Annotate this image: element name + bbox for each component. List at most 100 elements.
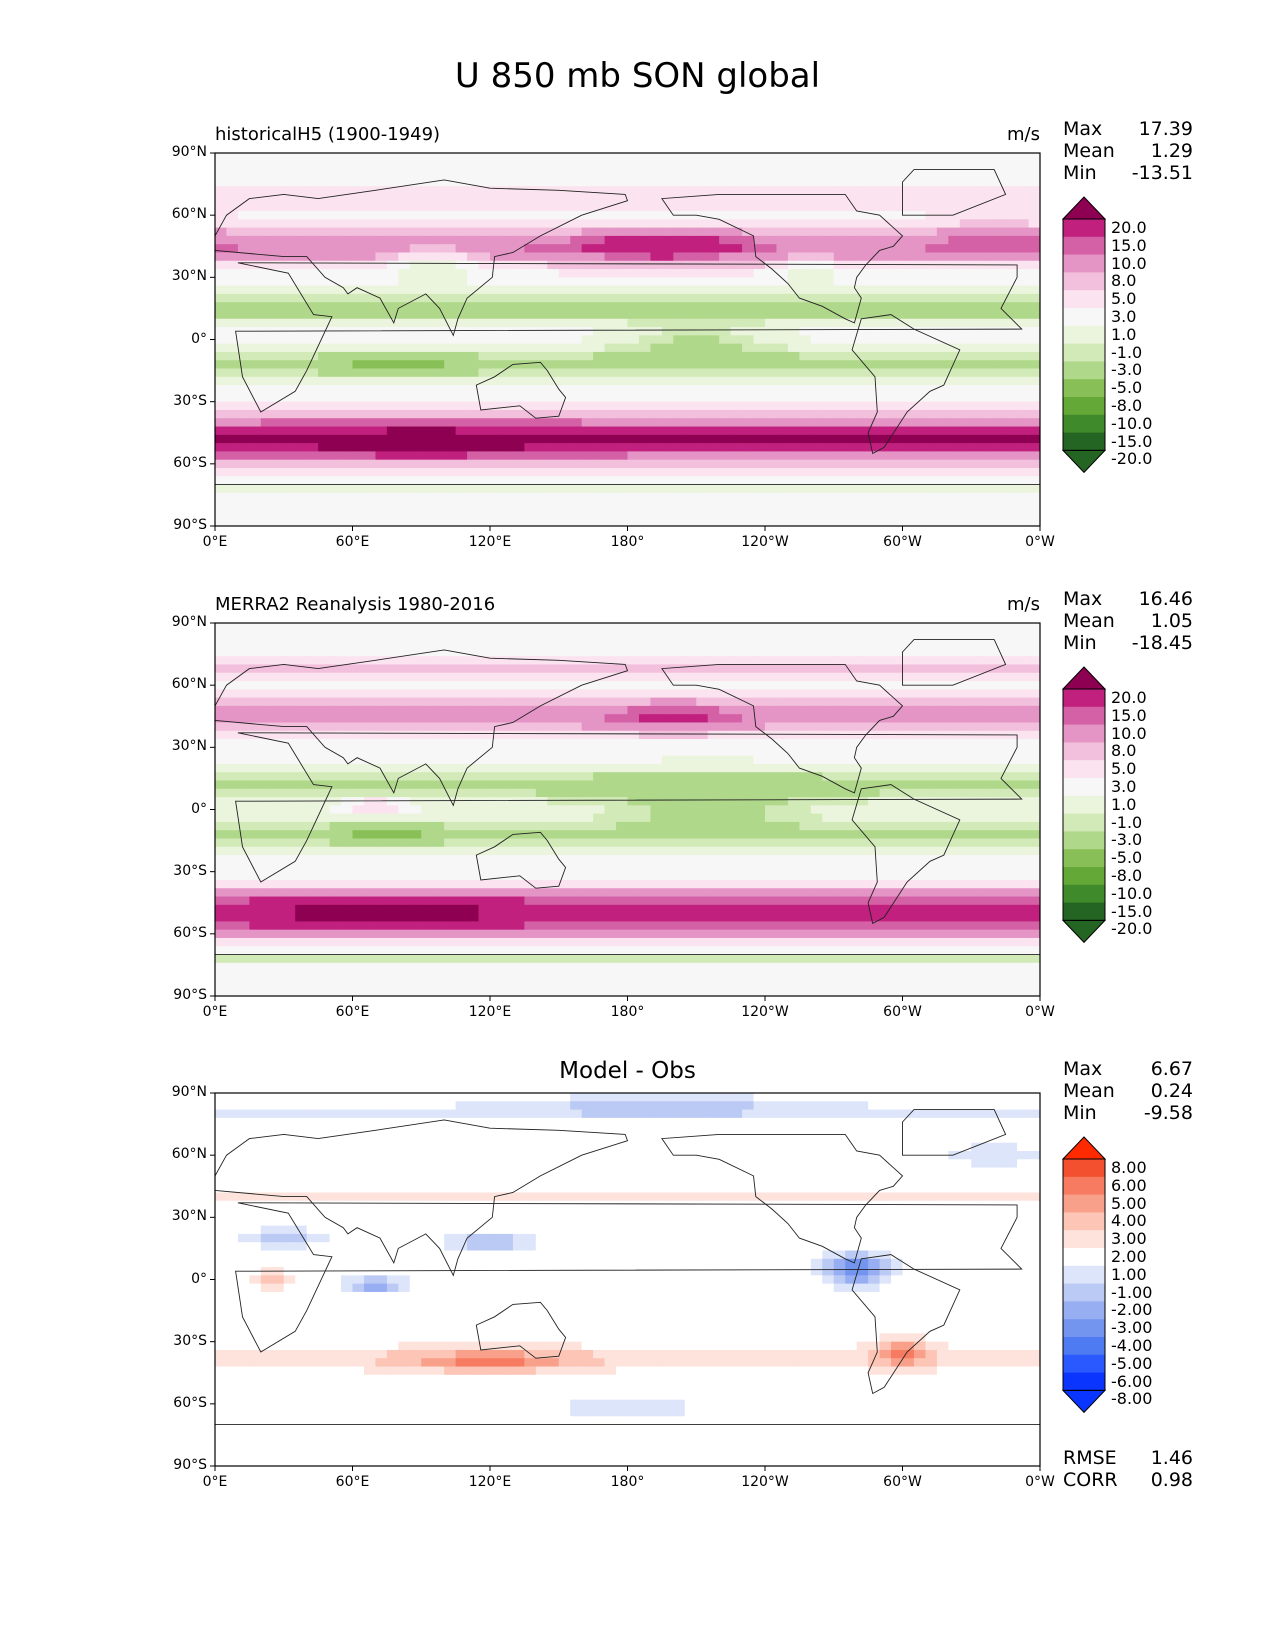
field-cell <box>1017 484 1030 494</box>
field-cell <box>341 813 354 823</box>
field-cell <box>661 285 674 295</box>
field-cell <box>913 376 927 386</box>
field-cell <box>501 656 514 666</box>
field-cell <box>925 484 938 494</box>
field-cell <box>879 186 892 196</box>
coastline-5 <box>902 169 1007 216</box>
field-cell <box>753 501 766 511</box>
field-cell <box>719 780 732 790</box>
field-cell <box>398 302 411 312</box>
field-cell <box>581 376 594 386</box>
field-cell <box>913 310 927 320</box>
field-cell <box>386 689 399 699</box>
field-cell <box>352 697 365 707</box>
field-cell <box>627 302 640 312</box>
field-cell <box>994 194 1007 204</box>
field-cell <box>558 484 571 494</box>
field-cell <box>386 153 399 162</box>
field-cell <box>879 343 892 353</box>
field-cell <box>742 788 755 798</box>
field-cell <box>684 310 697 320</box>
field-cell <box>363 813 377 823</box>
field-cell <box>295 476 308 486</box>
field-cell <box>490 186 503 196</box>
field-cell <box>455 755 468 765</box>
field-cell <box>936 797 949 806</box>
field-cell <box>650 451 663 461</box>
field-cell <box>902 722 915 732</box>
field-cell <box>593 672 606 682</box>
field-cell <box>845 805 858 815</box>
field-cell <box>833 772 846 782</box>
field-cell <box>1017 672 1030 682</box>
field-cell <box>432 409 445 419</box>
field-cell <box>547 385 560 394</box>
field-cell <box>696 385 709 394</box>
field-cell <box>237 492 250 502</box>
field-cell <box>684 153 697 162</box>
field-cell <box>318 443 331 452</box>
field-cell <box>1028 401 1040 411</box>
field-cell <box>1005 318 1018 328</box>
field-cell <box>215 376 228 386</box>
field-cell <box>765 177 778 187</box>
field-cell <box>799 202 812 212</box>
field-cell <box>1005 722 1018 732</box>
field-cell <box>948 689 961 699</box>
field-cell <box>226 780 239 790</box>
field-cell <box>661 509 674 519</box>
field-cell <box>386 722 399 732</box>
field-cell <box>237 302 250 312</box>
field-cell <box>478 722 491 732</box>
field-cell <box>1017 755 1030 765</box>
field-cell <box>661 260 674 270</box>
field-cell <box>593 235 606 245</box>
field-cell <box>833 714 846 724</box>
field-cell <box>661 235 674 245</box>
field-cell <box>753 697 766 707</box>
field-cell <box>902 763 915 773</box>
field-cell <box>398 211 411 220</box>
field-cell <box>1028 409 1040 419</box>
field-cell <box>329 451 342 461</box>
field-cell <box>375 434 388 444</box>
field-cell <box>363 186 377 196</box>
field-cell <box>650 805 663 815</box>
colorbar-slot <box>1063 219 1105 238</box>
field-cell <box>616 211 629 220</box>
field-cell <box>512 484 525 494</box>
field-cell <box>352 705 365 715</box>
field-cell <box>421 269 434 278</box>
field-cell <box>627 235 640 245</box>
field-cell <box>260 443 273 452</box>
field-cell <box>604 177 617 187</box>
field-cell <box>215 689 228 699</box>
field-cell <box>1028 755 1040 765</box>
field-cell <box>684 343 697 353</box>
field-cell <box>490 385 503 394</box>
field-cell <box>822 780 835 790</box>
field-cell <box>352 393 365 403</box>
field-cell <box>833 327 846 336</box>
field-cell <box>799 501 812 511</box>
field-cell <box>879 739 892 748</box>
field-cell <box>490 343 503 353</box>
field-cell <box>398 418 411 428</box>
field-cell <box>616 623 629 632</box>
field-cell <box>283 623 296 632</box>
field-cell <box>455 202 468 212</box>
field-cell <box>512 351 525 361</box>
field-cell <box>501 426 514 436</box>
field-cell <box>501 697 514 707</box>
field-cell <box>787 664 800 674</box>
field-cell <box>799 517 812 526</box>
field-cell <box>650 705 663 715</box>
field-cell <box>329 244 342 254</box>
field-cell <box>696 235 709 245</box>
field-cell <box>1017 747 1030 757</box>
field-cell <box>226 368 239 378</box>
field-cell <box>329 293 342 303</box>
field-cell <box>627 169 640 179</box>
field-cell <box>478 451 491 461</box>
field-cell <box>604 219 617 229</box>
